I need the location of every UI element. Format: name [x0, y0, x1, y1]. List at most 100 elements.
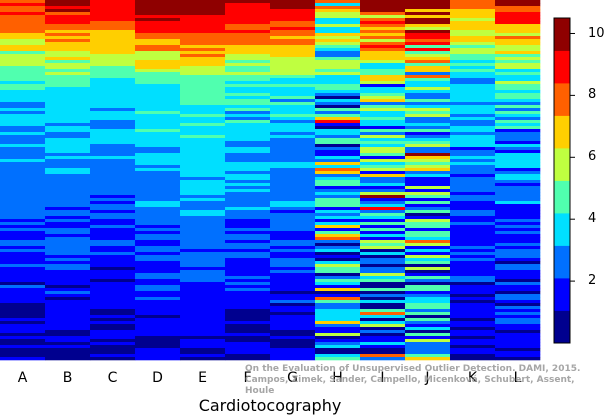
heatmap-cell — [135, 207, 181, 211]
heatmap-cell — [270, 69, 316, 73]
heatmap-cell — [90, 54, 136, 58]
heatmap-cell — [315, 273, 361, 277]
heatmap-cell — [360, 9, 406, 13]
heatmap-cell — [270, 342, 316, 346]
heatmap-cell — [0, 300, 46, 304]
heatmap-cell — [90, 66, 136, 70]
heatmap-cell — [405, 171, 451, 175]
heatmap-cell — [225, 18, 271, 22]
heatmap-cell — [360, 84, 406, 88]
heatmap-cell — [180, 27, 226, 31]
heatmap-cell — [315, 204, 361, 208]
heatmap-cell — [270, 132, 316, 136]
heatmap-cell — [405, 276, 451, 280]
heatmap-cell — [315, 120, 361, 124]
heatmap-cell — [135, 90, 181, 94]
heatmap-cell — [315, 189, 361, 193]
heatmap-cell — [405, 303, 451, 307]
heatmap-cell — [270, 150, 316, 154]
heatmap-cell — [45, 258, 91, 262]
heatmap-cell — [405, 249, 451, 253]
heatmap-cell — [135, 72, 181, 76]
heatmap-cell — [405, 69, 451, 73]
heatmap-cell — [45, 192, 91, 196]
heatmap-cell — [315, 18, 361, 22]
heatmap-cell — [0, 138, 46, 142]
heatmap-cell — [225, 9, 271, 13]
heatmap-cell — [225, 201, 271, 205]
heatmap-cell — [270, 168, 316, 172]
heatmap-cell — [45, 84, 91, 88]
heatmap-cell — [0, 51, 46, 55]
heatmap-cell — [90, 36, 136, 40]
heatmap-cell — [180, 12, 226, 16]
heatmap-cell — [90, 273, 136, 277]
heatmap-cell — [45, 171, 91, 175]
heatmap-cell — [225, 237, 271, 241]
heatmap-cell — [450, 87, 496, 91]
heatmap-cell — [315, 243, 361, 247]
heatmap-cell — [315, 219, 361, 223]
heatmap-cell — [270, 165, 316, 169]
heatmap-cell — [270, 246, 316, 250]
heatmap-cell — [450, 102, 496, 106]
heatmap-cell — [90, 129, 136, 133]
heatmap-cell — [315, 270, 361, 274]
heatmap-cell — [225, 108, 271, 112]
colorbar-tick-label: 2 — [588, 273, 597, 289]
heatmap-cell — [270, 222, 316, 226]
heatmap-cell — [90, 141, 136, 145]
heatmap-cell — [135, 339, 181, 343]
heatmap-cell — [180, 45, 226, 49]
heatmap-cell — [450, 66, 496, 70]
heatmap-cell — [360, 165, 406, 169]
heatmap-cell — [0, 45, 46, 49]
heatmap-cell — [45, 336, 91, 340]
heatmap-cell — [450, 12, 496, 16]
heatmap-cell — [495, 183, 541, 187]
heatmap-cell — [450, 153, 496, 157]
heatmap-cell — [135, 159, 181, 163]
column-label: J — [425, 370, 430, 386]
heatmap-cell — [360, 255, 406, 259]
heatmap-cell — [450, 75, 496, 79]
heatmap-cell — [225, 282, 271, 286]
heatmap-cell — [135, 87, 181, 91]
heatmap-cell — [495, 63, 541, 67]
citation-watermark: On the Evaluation of Unsupervised Outlie… — [245, 364, 603, 397]
heatmap-cell — [0, 90, 46, 94]
heatmap-cell — [0, 189, 46, 193]
heatmap-cell — [135, 279, 181, 283]
heatmap-cell — [405, 54, 451, 58]
heatmap-cell — [180, 3, 226, 7]
heatmap-cell — [180, 354, 226, 358]
heatmap-cell — [360, 87, 406, 91]
heatmap-cell — [360, 279, 406, 283]
heatmap-cell — [495, 126, 541, 130]
heatmap-cell — [495, 282, 541, 286]
heatmap-cell — [180, 216, 226, 220]
heatmap-cell — [315, 123, 361, 127]
heatmap-cell — [135, 264, 181, 268]
heatmap-cell — [135, 0, 181, 4]
colorbar-segment — [554, 213, 570, 246]
heatmap-cell — [180, 177, 226, 181]
heatmap-cell — [90, 165, 136, 169]
heatmap-cell — [135, 357, 181, 361]
heatmap-cell — [450, 78, 496, 82]
heatmap-cell — [270, 3, 316, 7]
heatmap-cell — [360, 333, 406, 337]
heatmap-cell — [45, 240, 91, 244]
heatmap-cell — [90, 177, 136, 181]
heatmap-cell — [45, 285, 91, 289]
heatmap-cell — [90, 96, 136, 100]
heatmap-cell — [270, 336, 316, 340]
heatmap-cell — [45, 42, 91, 46]
heatmap-cell — [450, 192, 496, 196]
heatmap-cell — [180, 264, 226, 268]
heatmap-cell — [360, 96, 406, 100]
heatmap-cell — [450, 321, 496, 325]
heatmap-cell — [45, 213, 91, 217]
heatmap-cell — [450, 3, 496, 7]
heatmap-cell — [90, 123, 136, 127]
